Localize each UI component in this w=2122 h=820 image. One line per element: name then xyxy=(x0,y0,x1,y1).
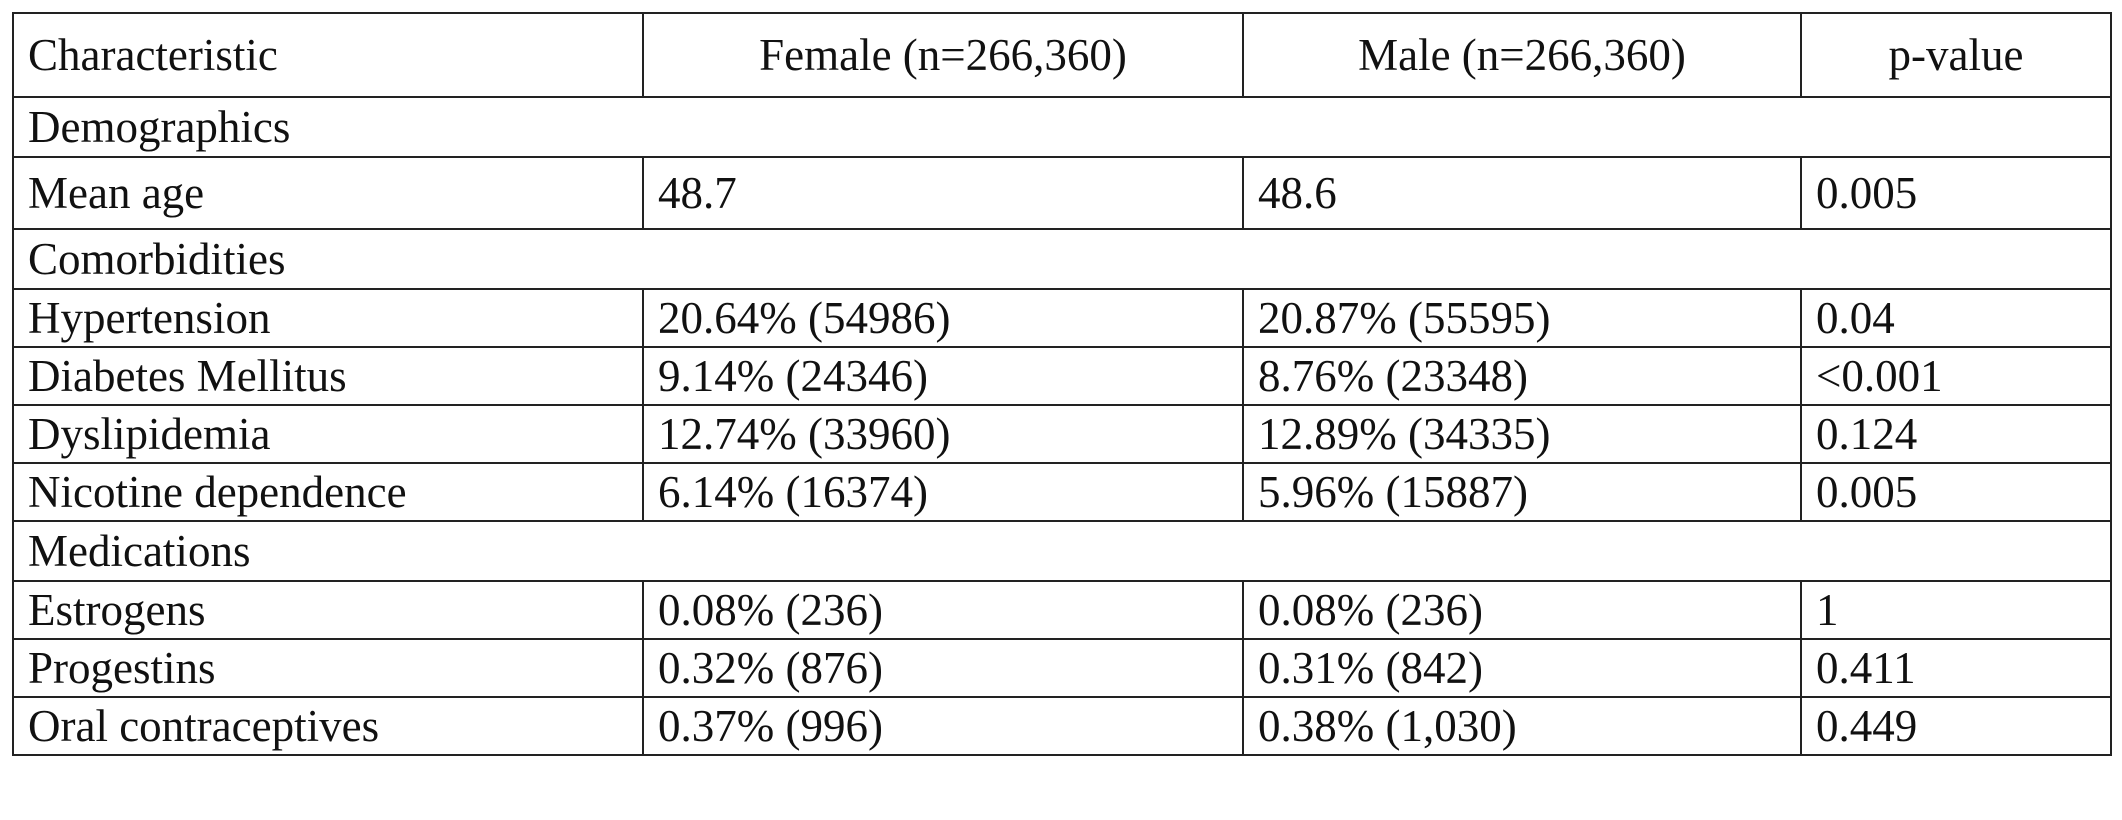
row-label: Mean age xyxy=(12,156,644,230)
male-value: 0.31% (842) xyxy=(1242,638,1802,698)
male-value: 12.89% (34335) xyxy=(1242,404,1802,464)
female-value: 0.37% (996) xyxy=(642,696,1244,756)
row-label: Progestins xyxy=(12,638,644,698)
row-label: Nicotine dependence xyxy=(12,462,644,522)
header-row: Characteristic Female (n=266,360) Male (… xyxy=(12,12,2112,98)
table-row: Estrogens 0.08% (236) 0.08% (236) 1 xyxy=(12,580,2112,640)
header-male: Male (n=266,360) xyxy=(1242,12,1802,98)
female-value: 9.14% (24346) xyxy=(642,346,1244,406)
p-value: 0.005 xyxy=(1800,156,2112,230)
section-title: Comorbidities xyxy=(12,228,2112,290)
male-value: 20.87% (55595) xyxy=(1242,288,1802,348)
table-row: Hypertension 20.64% (54986) 20.87% (5559… xyxy=(12,288,2112,348)
row-label: Estrogens xyxy=(12,580,644,640)
p-value: 0.411 xyxy=(1800,638,2112,698)
row-label: Diabetes Mellitus xyxy=(12,346,644,406)
male-value: 48.6 xyxy=(1242,156,1802,230)
female-value: 48.7 xyxy=(642,156,1244,230)
characteristics-table: Characteristic Female (n=266,360) Male (… xyxy=(12,12,2112,756)
header-characteristic: Characteristic xyxy=(12,12,644,98)
table-row: Dyslipidemia 12.74% (33960) 12.89% (3433… xyxy=(12,404,2112,464)
p-value: <0.001 xyxy=(1800,346,2112,406)
female-value: 6.14% (16374) xyxy=(642,462,1244,522)
table-row: Nicotine dependence 6.14% (16374) 5.96% … xyxy=(12,462,2112,522)
row-label: Dyslipidemia xyxy=(12,404,644,464)
section-title: Demographics xyxy=(12,96,2112,158)
row-label: Hypertension xyxy=(12,288,644,348)
header-female: Female (n=266,360) xyxy=(642,12,1244,98)
female-value: 12.74% (33960) xyxy=(642,404,1244,464)
section-title: Medications xyxy=(12,520,2112,582)
female-value: 20.64% (54986) xyxy=(642,288,1244,348)
male-value: 8.76% (23348) xyxy=(1242,346,1802,406)
section-row-medications: Medications xyxy=(12,520,2112,582)
male-value: 0.38% (1,030) xyxy=(1242,696,1802,756)
p-value: 0.124 xyxy=(1800,404,2112,464)
female-value: 0.32% (876) xyxy=(642,638,1244,698)
table-row: Oral contraceptives 0.37% (996) 0.38% (1… xyxy=(12,696,2112,756)
male-value: 0.08% (236) xyxy=(1242,580,1802,640)
row-label: Oral contraceptives xyxy=(12,696,644,756)
header-p-value: p-value xyxy=(1800,12,2112,98)
table-row: Diabetes Mellitus 9.14% (24346) 8.76% (2… xyxy=(12,346,2112,406)
section-row-comorbidities: Comorbidities xyxy=(12,228,2112,290)
section-row-demographics: Demographics xyxy=(12,96,2112,158)
table-row: Mean age 48.7 48.6 0.005 xyxy=(12,156,2112,230)
male-value: 5.96% (15887) xyxy=(1242,462,1802,522)
female-value: 0.08% (236) xyxy=(642,580,1244,640)
p-value: 0.04 xyxy=(1800,288,2112,348)
table-row: Progestins 0.32% (876) 0.31% (842) 0.411 xyxy=(12,638,2112,698)
p-value: 1 xyxy=(1800,580,2112,640)
p-value: 0.449 xyxy=(1800,696,2112,756)
characteristics-table-container: Characteristic Female (n=266,360) Male (… xyxy=(12,12,2112,756)
p-value: 0.005 xyxy=(1800,462,2112,522)
